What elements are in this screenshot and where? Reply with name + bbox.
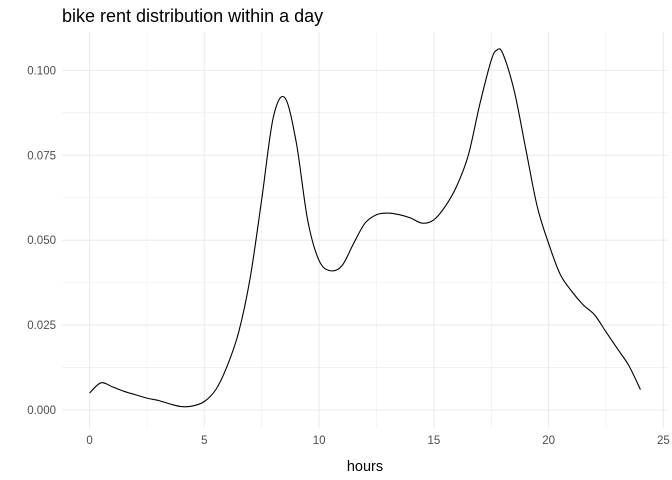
- y-tick-label: 0.075: [27, 150, 56, 162]
- x-tick-label: 25: [657, 435, 670, 447]
- x-axis-label: hours: [347, 459, 383, 475]
- y-tick-labels: 0.000 0.025 0.050 0.075 0.100: [27, 65, 56, 417]
- y-tick-label: 0.025: [27, 320, 56, 332]
- x-tick-label: 0: [86, 435, 92, 447]
- y-tick-label: 0.000: [27, 405, 56, 417]
- x-tick-label: 5: [201, 435, 207, 447]
- x-tick-label: 10: [313, 435, 326, 447]
- grid-minor: [62, 32, 668, 428]
- chart-title: bike rent distribution within a day: [62, 6, 324, 26]
- y-tick-label: 0.050: [27, 235, 56, 247]
- x-tick-labels: 0 5 10 15 20 25: [86, 435, 669, 447]
- density-line: [89, 48, 641, 408]
- x-tick-label: 15: [427, 435, 440, 447]
- series-layer: [89, 48, 641, 408]
- x-tick-label: 20: [542, 435, 555, 447]
- grid-major: [62, 32, 668, 428]
- y-tick-label: 0.100: [27, 65, 56, 77]
